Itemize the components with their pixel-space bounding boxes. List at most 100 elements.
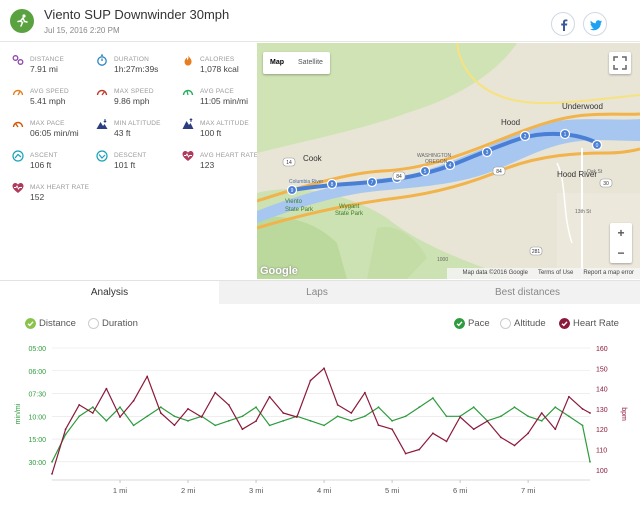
tab-best-distances[interactable]: Best distances <box>494 287 561 298</box>
x-tick-label: 7 mi <box>521 486 536 495</box>
pace-data-point <box>363 415 366 418</box>
map-attribution: Map data ©2016 Google Terms of Use Report … <box>446 268 640 279</box>
map-type-control: Map Satellite <box>263 52 330 74</box>
twitter-share-button[interactable] <box>583 12 607 36</box>
map-label: Hood River <box>557 170 597 179</box>
map-label: Wygant <box>339 204 360 210</box>
pace-data-point <box>309 419 312 422</box>
stat-calories: CALORIES 1,078 kcal <box>170 48 254 78</box>
route-map[interactable]: 9 8 7 6 5 4 3 2 1 0 14 84 84 281 30 Unde… <box>257 43 640 279</box>
pace-data-point <box>64 433 67 436</box>
stopwatch-icon <box>97 54 107 66</box>
heart-rate-data-point <box>241 428 244 431</box>
heart-rate-data-point <box>581 408 584 410</box>
pace-data-point <box>51 460 53 463</box>
radio-empty-icon <box>88 318 99 329</box>
route-marker: 9 <box>291 188 294 194</box>
map-label: Columbia River <box>289 179 324 185</box>
check-icon <box>454 318 465 329</box>
pace-data-point <box>187 419 189 422</box>
check-icon <box>559 318 570 329</box>
heart-rate-data-point <box>78 403 81 406</box>
pace-data-point <box>78 415 81 418</box>
pace-data-point <box>589 460 591 463</box>
pace-data-point <box>159 406 162 409</box>
heart-rate-data-point <box>500 436 502 439</box>
max-altitude-icon <box>182 118 194 129</box>
stat-avg-heart-rate: AVG HEART RATE 123 <box>170 144 258 174</box>
stat-descent: DESCENT 101 ft <box>84 144 168 174</box>
pace-data-point <box>431 397 434 399</box>
tab-laps[interactable]: Laps <box>306 287 328 298</box>
y-left-tick-label: 10:00 <box>28 414 46 421</box>
stat-distance: DISTANCE 7.91 mi <box>0 48 84 78</box>
y-left-tick-label: 05:00 <box>28 346 46 353</box>
pace-data-point <box>214 424 217 427</box>
heart-rate-data-point <box>472 428 475 431</box>
pace-icon <box>182 89 194 96</box>
heart-rate-data-point <box>404 452 407 455</box>
heart-rate-data-point <box>391 428 393 431</box>
max-pace-icon <box>12 121 24 128</box>
terms-link[interactable]: Terms of Use <box>537 270 574 276</box>
y-left-tick-label: 15:00 <box>28 437 46 444</box>
pace-data-point <box>132 424 135 427</box>
stats-panel: DISTANCE 7.91 mi DURATION 1h:27m:39s CAL… <box>0 43 258 279</box>
fullscreen-button[interactable] <box>609 52 631 74</box>
heart-rate-data-point <box>132 399 135 402</box>
pace-data-point <box>91 406 94 409</box>
map-label: 13th St <box>575 209 591 215</box>
pace-data-point <box>336 415 339 418</box>
pace-heart-rate-chart[interactable]: 05:00 06:00 07:30 10:00 15:00 30:00 160 150 140 1… <box>0 340 640 506</box>
map-label: Cook <box>303 154 323 163</box>
report-error-link[interactable]: Report a map error <box>583 270 634 276</box>
zoom-in-button[interactable]: + <box>617 226 625 240</box>
heart-rate-data-point <box>173 424 176 427</box>
pace-data-point <box>350 419 353 422</box>
highway-shield: 84 <box>396 174 402 180</box>
map-canvas[interactable]: 9 8 7 6 5 4 3 2 1 0 14 84 84 281 30 Unde… <box>257 43 640 279</box>
heart-rate-data-point <box>282 412 285 414</box>
heart-rate-data-point <box>418 448 421 451</box>
heart-rate-data-point <box>51 473 53 475</box>
heart-rate-data-point <box>119 416 121 418</box>
pace-data-point <box>282 419 285 422</box>
heart-rate-data-point <box>200 416 203 418</box>
radio-empty-icon <box>500 318 511 329</box>
zoom-control: + − <box>610 223 632 263</box>
pace-data-point <box>404 415 407 418</box>
stat-avg-speed: AVG SPEED 5.41 mph <box>0 80 84 110</box>
heart-rate-data-point <box>445 440 448 443</box>
heart-rate-data-point <box>268 395 271 398</box>
tab-analysis[interactable]: Analysis <box>0 281 219 305</box>
highway-shield: 14 <box>286 160 292 166</box>
pace-data-point <box>105 419 108 422</box>
max-speed-icon <box>96 89 108 96</box>
heart-rate-data-point <box>350 412 353 414</box>
heart-rate-data-point <box>431 432 434 435</box>
pace-series-line <box>51 397 591 463</box>
map-type-satellite-button[interactable]: Satellite <box>298 59 323 66</box>
stat-max-speed: MAX SPEED 9.86 mph <box>84 80 168 110</box>
facebook-share-button[interactable] <box>551 12 575 36</box>
stat-max-heart-rate: MAX HEART RATE 152 <box>0 176 89 206</box>
x-tick-label: 6 mi <box>453 486 468 495</box>
ascent-icon <box>12 150 24 162</box>
pace-data-point <box>540 419 543 422</box>
heart-rate-data-point <box>540 412 543 414</box>
y-right-tick-label: 120 <box>596 427 608 434</box>
zoom-out-button[interactable]: − <box>617 246 625 260</box>
highway-shield: 281 <box>532 249 541 255</box>
map-label: OREGON <box>425 159 448 165</box>
map-type-map-button[interactable]: Map <box>270 59 284 66</box>
x-tick-label: 2 mi <box>181 486 196 495</box>
runner-icon <box>10 9 34 33</box>
stat-max-pace: MAX PACE 06:05 min/mi <box>0 112 84 142</box>
heart-rate-data-point <box>105 387 108 390</box>
heart-rate-data-point <box>214 391 217 394</box>
map-label: State Park <box>285 207 314 213</box>
y-right-tick-label: 100 <box>596 468 608 475</box>
x-tick-label: 1 mi <box>113 486 128 495</box>
heart-rate-data-point <box>568 395 570 398</box>
heart-rate-data-point <box>336 403 339 406</box>
